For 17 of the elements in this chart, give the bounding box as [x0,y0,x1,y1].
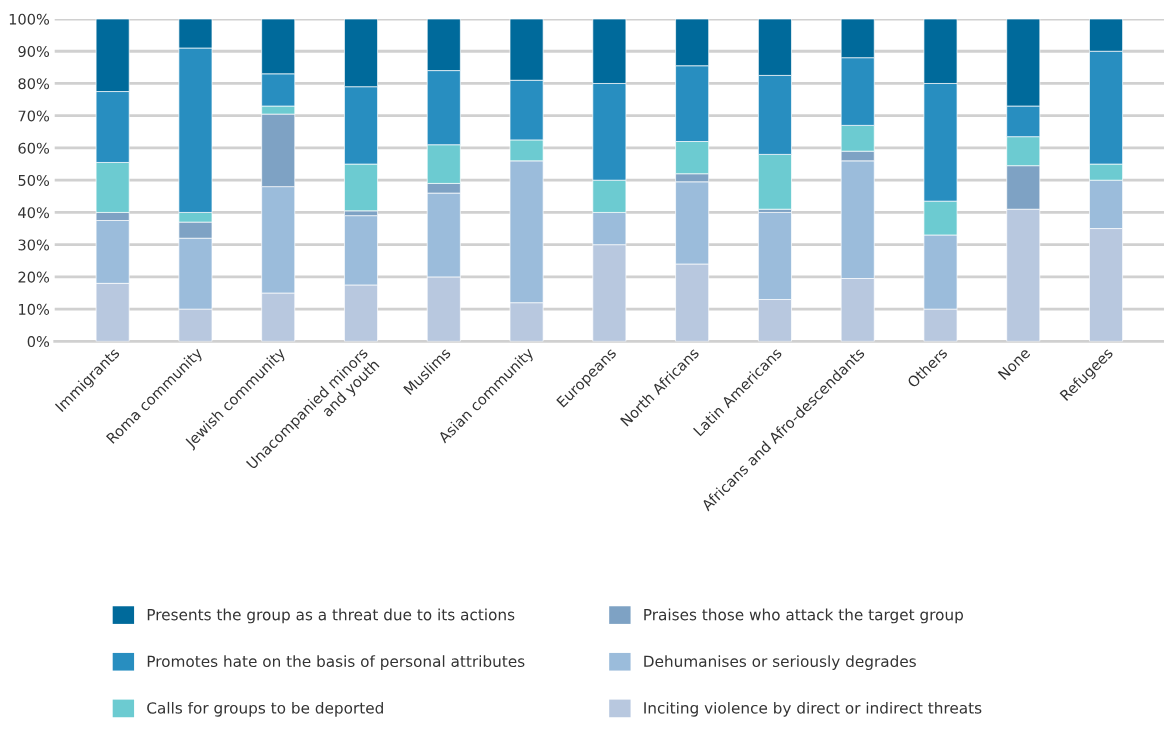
legend-label: Inciting violence by direct or indirect threats [644,701,982,717]
y-tick-label: 20% [18,271,50,283]
legend-label: Dehumanises or seriously degrades [644,655,916,671]
y-tick-label: 30% [18,239,50,251]
y-tick-label: 100% [9,13,50,25]
y-tick-label: 40% [18,207,50,219]
y-tick-label: 50% [18,174,50,186]
y-tick-label: 80% [18,78,50,90]
legend-label: Praises those who attack the target group [644,608,963,624]
y-tick-label: 10% [19,303,50,315]
y-tick-label: 90% [18,45,50,57]
y-tick-label: 60% [18,142,50,154]
y-tick-label: 0% [27,336,50,348]
legend-label: Presents the group as a threat due to its actions [147,608,515,624]
y-tick-label: 70% [18,110,50,122]
legend-label: Promotes hate on the basis of personal attributes [147,655,525,671]
legend-label: Calls for groups to be deported [147,701,383,717]
